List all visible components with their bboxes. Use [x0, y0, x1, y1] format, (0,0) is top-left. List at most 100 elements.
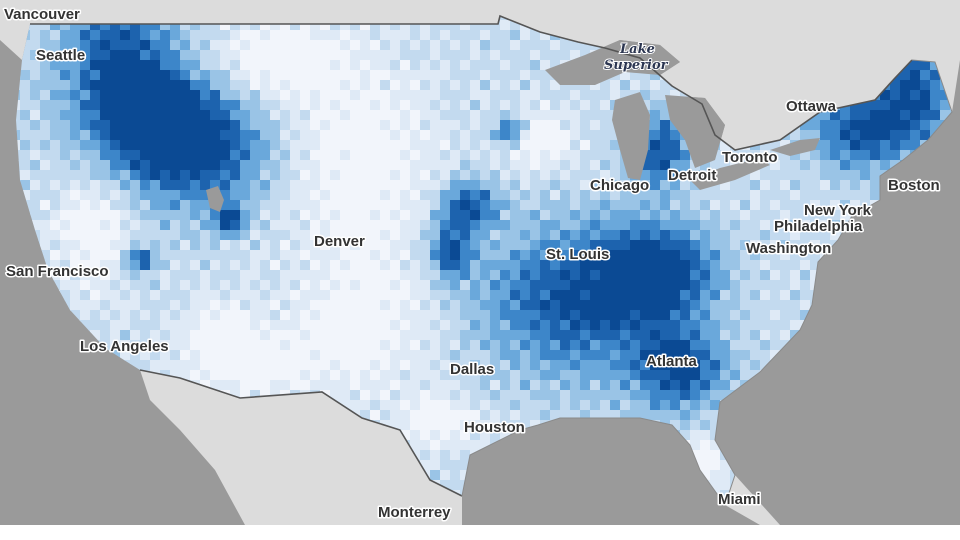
city-label-houston[interactable]: Houston — [463, 418, 527, 438]
grid-cell — [810, 220, 821, 231]
city-label-vancouver[interactable]: Vancouver — [3, 5, 82, 25]
grid-cell — [270, 160, 281, 171]
grid-cell — [760, 340, 771, 351]
grid-cell — [290, 300, 301, 311]
grid-cell — [110, 170, 121, 181]
grid-cell — [520, 120, 531, 131]
grid-cell — [70, 300, 81, 311]
grid-cell — [80, 40, 91, 51]
grid-cell — [670, 370, 681, 381]
grid-cell — [500, 270, 511, 281]
city-label-miami[interactable]: Miami — [717, 490, 763, 510]
grid-cell — [530, 300, 541, 311]
grid-cell — [430, 100, 441, 111]
city-label-philadelphia[interactable]: Philadelphia — [773, 217, 865, 237]
grid-cell — [550, 200, 561, 211]
grid-cell — [150, 60, 161, 71]
grid-cell — [620, 90, 631, 101]
grid-cell — [230, 350, 241, 361]
grid-cell — [480, 440, 491, 451]
city-label-chicago[interactable]: Chicago — [589, 176, 651, 196]
grid-cell — [410, 160, 421, 171]
grid-cell — [540, 110, 551, 121]
grid-cell — [70, 50, 81, 61]
grid-cell — [610, 150, 621, 161]
city-label-atlanta[interactable]: Atlanta — [645, 352, 699, 372]
grid-cell — [270, 240, 281, 251]
grid-cell — [530, 220, 541, 231]
grid-cell — [190, 210, 201, 221]
grid-cell — [550, 370, 561, 381]
grid-cell — [360, 70, 371, 81]
grid-cell — [140, 240, 151, 251]
grid-cell — [480, 410, 491, 421]
grid-cell — [320, 20, 331, 31]
grid-cell — [390, 80, 401, 91]
grid-cell — [280, 330, 291, 341]
city-label-seattle[interactable]: Seattle — [35, 46, 87, 66]
city-label-detroit[interactable]: Detroit — [667, 166, 718, 186]
city-label-ottawa[interactable]: Ottawa — [785, 97, 839, 117]
grid-cell — [240, 60, 251, 71]
grid-cell — [350, 380, 361, 391]
grid-cell — [790, 290, 801, 301]
grid-cell — [270, 330, 281, 341]
grid-cell — [30, 120, 41, 131]
city-label-toronto[interactable]: Toronto — [721, 148, 780, 168]
grid-cell — [500, 80, 511, 91]
city-label-st-louis[interactable]: St. Louis — [545, 245, 611, 265]
grid-cell — [910, 80, 921, 91]
grid-cell — [650, 160, 661, 171]
grid-cell — [510, 230, 521, 241]
city-label-dallas[interactable]: Dallas — [449, 360, 496, 380]
grid-cell — [560, 400, 571, 411]
grid-cell — [660, 380, 671, 391]
grid-cell — [280, 210, 291, 221]
grid-cell — [540, 220, 551, 231]
grid-cell — [440, 140, 451, 151]
grid-cell — [290, 220, 301, 231]
grid-cell — [720, 500, 731, 505]
city-label-boston[interactable]: Boston — [887, 176, 942, 196]
grid-cell — [170, 240, 181, 251]
grid-cell — [610, 370, 621, 381]
grid-cell — [450, 80, 461, 91]
choropleth-map[interactable]: Lake Superior Vancouver Seattle San Fran… — [0, 0, 960, 525]
grid-cell — [380, 20, 391, 31]
grid-cell — [240, 170, 251, 181]
grid-cell — [280, 120, 291, 131]
grid-cell — [510, 220, 521, 231]
grid-cell — [380, 40, 391, 51]
grid-cell — [590, 160, 601, 171]
city-label-monterrey[interactable]: Monterrey — [377, 503, 453, 523]
city-label-new-york[interactable]: New York — [803, 201, 874, 221]
grid-cell — [670, 360, 681, 371]
grid-cell — [570, 230, 581, 241]
grid-cell — [210, 160, 221, 171]
grid-cell — [800, 290, 811, 301]
grid-cell — [160, 280, 171, 291]
city-label-denver[interactable]: Denver — [313, 232, 367, 252]
grid-cell — [160, 170, 171, 181]
grid-cell — [560, 100, 571, 111]
city-label-san-francisco[interactable]: San Francisco — [5, 262, 111, 282]
city-label-los-angeles[interactable]: Los Angeles — [79, 337, 171, 357]
grid-cell — [420, 320, 431, 331]
grid-cell — [710, 310, 721, 321]
grid-cell — [390, 150, 401, 161]
grid-cell — [130, 50, 141, 61]
grid-cell — [380, 70, 391, 81]
grid-cell — [350, 250, 361, 261]
city-label-washington[interactable]: Washington — [745, 239, 833, 259]
grid-cell — [220, 170, 231, 181]
grid-cell — [350, 220, 361, 231]
grid-cell — [630, 380, 641, 391]
grid-cell — [500, 50, 511, 61]
grid-cell — [210, 300, 221, 311]
us-canada-border — [30, 14, 913, 151]
grid-cell — [390, 200, 401, 211]
grid-cell — [90, 110, 101, 121]
grid-cell — [500, 430, 511, 441]
grid-cell — [710, 320, 721, 331]
grid-cell — [40, 110, 51, 121]
